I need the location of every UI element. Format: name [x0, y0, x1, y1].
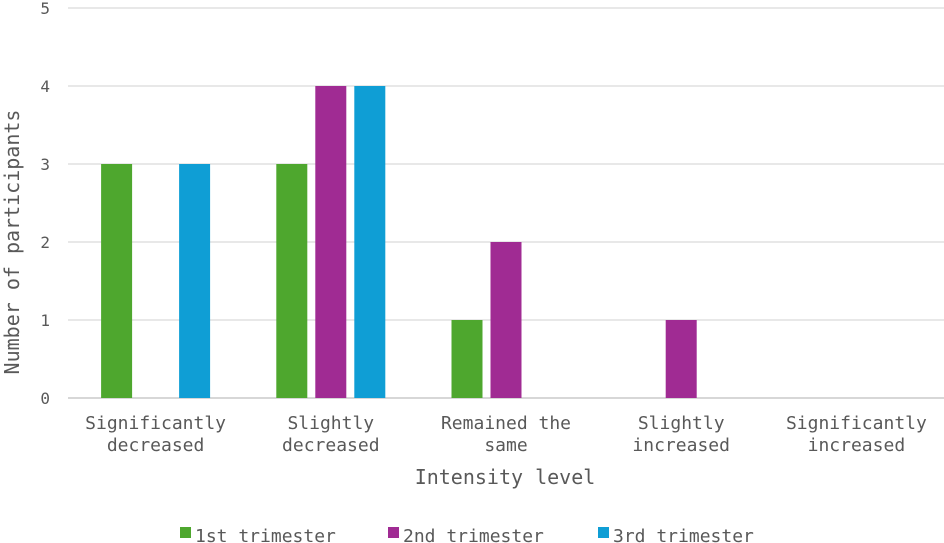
legend-swatch	[598, 527, 609, 538]
bar-2-3	[490, 242, 522, 398]
x-category-line: Slightly	[287, 413, 374, 434]
y-axis-title: Number of participants	[0, 110, 24, 375]
legend-label: 1st trimester	[195, 526, 336, 543]
legend-swatch	[388, 527, 399, 538]
x-category-line: same	[484, 435, 527, 456]
x-category-label: Remained the same	[441, 413, 571, 456]
x-category-line: Slightly	[638, 413, 725, 434]
x-category-line: Remained the	[441, 413, 571, 434]
y-tick-label: 2	[40, 233, 50, 252]
x-category-line: Significantly	[786, 413, 927, 434]
x-category-line: increased	[632, 435, 730, 456]
y-tick-label: 5	[40, 0, 50, 18]
y-tick-label: 0	[40, 389, 50, 408]
x-category-label: Significantly decreased	[85, 413, 226, 456]
legend-label: 2nd trimester	[403, 526, 544, 543]
x-category-line: decreased	[107, 435, 205, 456]
y-tick-label: 4	[40, 77, 50, 96]
legend-swatch	[180, 527, 191, 538]
bar-2-4	[665, 320, 697, 398]
bar-1-1	[101, 164, 133, 398]
bar-3-2	[354, 86, 386, 398]
y-tick-label: 1	[40, 311, 50, 330]
x-category-label: Slightly decreased	[282, 413, 380, 456]
y-axis-ticks: 0 1 2 3 4 5	[40, 0, 50, 408]
x-category-line: increased	[808, 435, 906, 456]
x-category-line: Significantly	[85, 413, 226, 434]
legend-label: 3rd trimester	[613, 526, 754, 543]
y-tick-label: 3	[40, 155, 50, 174]
bars	[101, 86, 697, 398]
bar-3-1	[179, 164, 211, 398]
x-category-line: decreased	[282, 435, 380, 456]
x-category-label: Significantly increased	[786, 413, 927, 456]
x-category-label: Slightly increased	[632, 413, 730, 456]
x-axis-title: Intensity level	[415, 465, 596, 489]
bar-1-3	[451, 320, 483, 398]
bar-1-2	[276, 164, 308, 398]
legend: 1st trimester 2nd trimester 3rd trimester	[180, 526, 754, 543]
bar-2-2	[315, 86, 347, 398]
